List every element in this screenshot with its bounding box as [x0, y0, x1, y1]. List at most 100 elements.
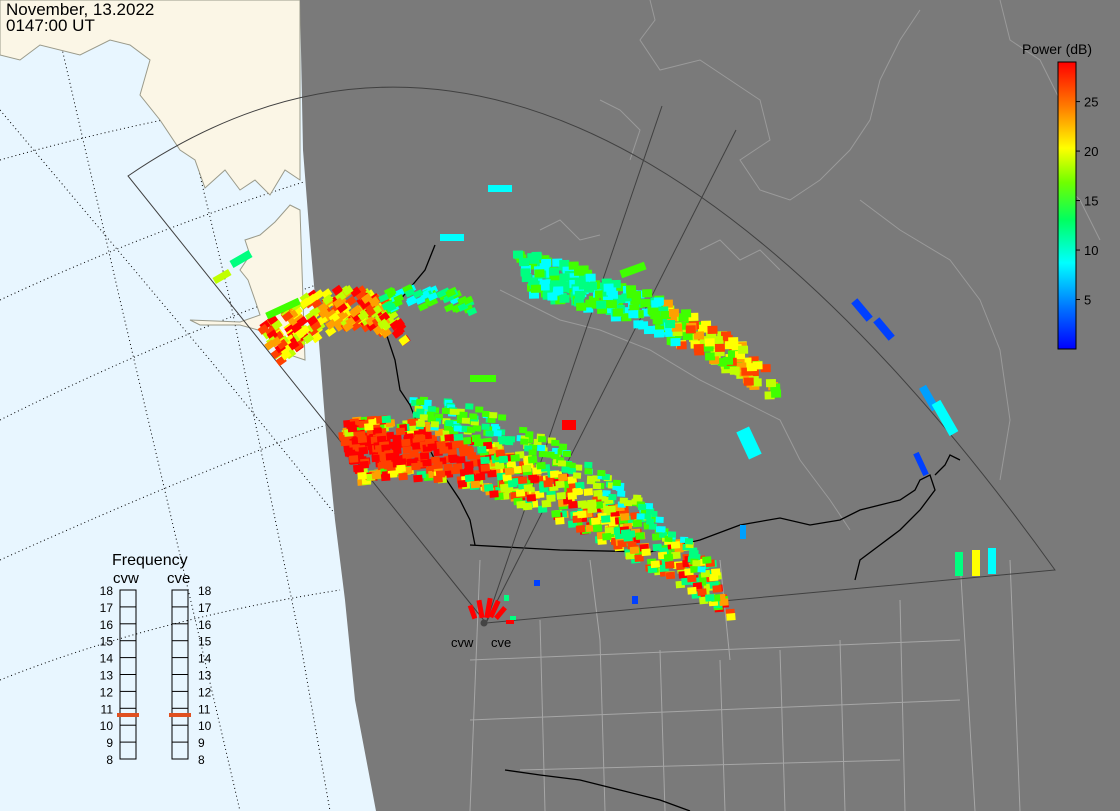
- echo-cell: [396, 464, 406, 473]
- echo-cell: [913, 451, 929, 477]
- frequency-scale-right: 14: [198, 652, 212, 666]
- echo-cell: [347, 424, 358, 433]
- echo-cell: [664, 561, 675, 569]
- echo-cell: [447, 447, 457, 456]
- echo-cell: [357, 310, 369, 322]
- echo-cell: [430, 456, 441, 464]
- echo-cell: [574, 464, 583, 471]
- power-colorbar: Power (dB) 25 20 15 10 5: [1022, 41, 1098, 350]
- echo-cell: [401, 438, 411, 447]
- echo-cell: [972, 550, 980, 576]
- frequency-scale-left: 15: [100, 635, 114, 649]
- echo-cell: [586, 282, 598, 291]
- echo-cell: [663, 553, 674, 562]
- echo-cell: [325, 318, 337, 330]
- echo-cell: [590, 517, 601, 525]
- echo-cell: [572, 487, 582, 496]
- echo-cell: [436, 441, 446, 449]
- echo-cell: [417, 302, 429, 312]
- echo-cell: [500, 435, 510, 443]
- echo-cell: [296, 315, 309, 327]
- echo-cell: [411, 442, 422, 450]
- echo-cell: [549, 470, 560, 479]
- echo-cell: [449, 455, 460, 464]
- echo-cell: [459, 448, 469, 457]
- echo-cell: [381, 444, 391, 452]
- frequency-left-label: cvw: [113, 570, 139, 587]
- echo-cell: [520, 268, 531, 277]
- echo-cell: [704, 352, 716, 361]
- echo-cell: [502, 473, 512, 482]
- echo-cell: [612, 308, 624, 317]
- echo-cell: [386, 309, 399, 321]
- echo-cell: [988, 548, 996, 574]
- echo-cell: [597, 469, 606, 477]
- radar-label-cve: cve: [491, 635, 511, 650]
- echo-cell: [662, 299, 674, 308]
- echo-cell: [527, 455, 538, 464]
- echo-cell: [517, 476, 528, 485]
- echo-cell: [305, 293, 318, 305]
- echo-cell: [655, 526, 665, 533]
- echo-cell: [931, 399, 959, 437]
- echo-cell: [559, 273, 570, 282]
- echo-cell: [444, 434, 454, 442]
- echo-cell: [325, 325, 337, 337]
- echo-cell: [411, 462, 421, 471]
- echo-cell: [684, 538, 694, 545]
- echo-cell: [644, 502, 654, 510]
- echo-cell: [650, 560, 661, 569]
- echo-cell: [357, 435, 368, 444]
- echo-cell: [404, 288, 416, 298]
- fov-outlines: [127, 86, 1056, 624]
- frequency-scale-right: 11: [198, 702, 211, 716]
- echo-cell: [632, 596, 638, 604]
- echo-cell: [398, 335, 410, 346]
- echo-cell: [422, 458, 432, 467]
- echo-cell: [712, 585, 722, 593]
- frequency-scale-left: 18: [100, 584, 114, 598]
- frequency-scale-left: 10: [100, 719, 114, 733]
- echo-cell: [376, 435, 387, 444]
- echo-cell: [670, 541, 681, 549]
- echo-cell: [568, 261, 579, 270]
- echo-cell: [528, 449, 537, 456]
- echo-cell: [481, 423, 490, 430]
- echo-cell: [280, 349, 292, 361]
- echo-cell: [499, 483, 510, 492]
- echo-cell: [596, 300, 607, 309]
- echo-cell: [357, 471, 367, 480]
- echo-cell: [434, 428, 445, 437]
- echo-cell: [464, 461, 474, 469]
- echo-cell: [402, 284, 413, 294]
- echo-cell: [406, 295, 418, 305]
- colorbar-title: Power (dB): [1022, 41, 1092, 57]
- echo-cell: [475, 406, 484, 413]
- echo-cell: [449, 295, 461, 305]
- echo-cell: [381, 415, 392, 424]
- echo-cell: [441, 407, 451, 415]
- echo-cell: [360, 293, 373, 304]
- echo-cell: [489, 412, 498, 419]
- echo-cell: [704, 338, 715, 347]
- echo-cell: [523, 484, 534, 492]
- echo-cell: [629, 546, 640, 555]
- frequency-scale-right: 12: [198, 685, 212, 699]
- fov-cvw: [127, 86, 1056, 624]
- fov-beam-a: [485, 105, 663, 624]
- echo-cell: [485, 430, 494, 437]
- frequency-scale-left: 17: [100, 601, 114, 615]
- echo-cell: [529, 475, 540, 484]
- echo-cell: [575, 481, 585, 490]
- echo-cell: [518, 426, 528, 434]
- echo-cell: [660, 310, 671, 320]
- echo-cell: [640, 299, 651, 308]
- frequency-scale-left: 16: [100, 618, 114, 632]
- echo-cell: [556, 492, 567, 500]
- frequency-scale-right: 18: [198, 584, 212, 598]
- echo-cell: [469, 413, 478, 420]
- echo-cell: [504, 467, 515, 476]
- echo-cell: [551, 509, 561, 518]
- echo-cell: [585, 524, 596, 533]
- echo-cell: [608, 493, 617, 501]
